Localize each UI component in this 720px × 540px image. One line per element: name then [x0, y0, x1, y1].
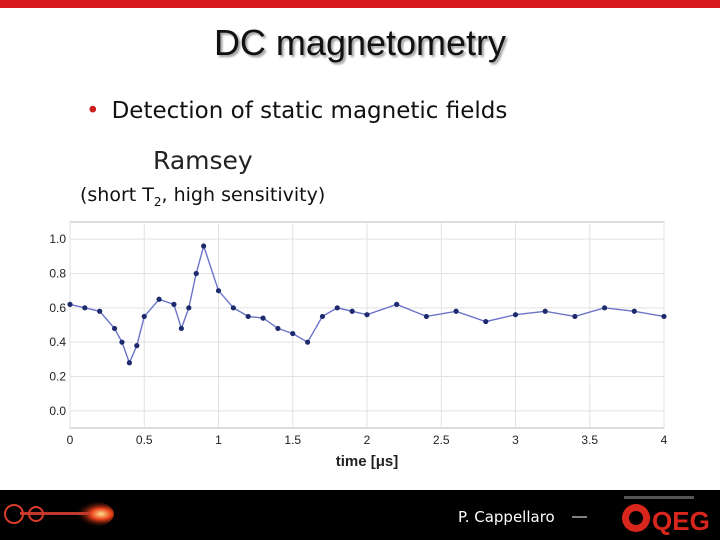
- ramsey-chart: 0 0.5 1 1.5 2 2.5 3 3.5 4 0.0 0.2 0.4 0.6 0.8 1.0 time …: [49, 221, 668, 470]
- data-point: [141, 313, 147, 320]
- data-point: [215, 288, 222, 294]
- laser-logo-icon: [0, 490, 120, 540]
- qeg-logo-icon: QEG: [622, 496, 710, 536]
- data-point: [602, 305, 608, 311]
- data-point: [156, 296, 162, 302]
- data-point: [349, 308, 355, 314]
- y-tick-label: 1.0: [49, 232, 66, 246]
- data-point: [119, 339, 125, 345]
- caption-post: , high sensitivity): [161, 184, 326, 206]
- bullet-text: Detection of static magnetic fields: [111, 98, 508, 124]
- data-point: [290, 330, 296, 337]
- data-point: [67, 301, 73, 307]
- x-tick-label: 1.5: [284, 433, 301, 447]
- data-point: [178, 325, 184, 332]
- data-point: [512, 312, 519, 318]
- x-tick-label: 0: [67, 433, 74, 447]
- x-tick-label: 1: [215, 433, 222, 447]
- y-tick-label: 0.8: [49, 267, 66, 281]
- bullet-dot-icon: •: [86, 98, 100, 124]
- data-point: [275, 325, 281, 332]
- caption-subscript: 2: [153, 194, 162, 209]
- data-point: [111, 325, 118, 332]
- data-point: [193, 270, 199, 277]
- x-tick-label: 3: [512, 433, 519, 447]
- data-point: [364, 312, 370, 318]
- y-tick-label: 0.0: [49, 404, 66, 418]
- data-point: [453, 308, 459, 314]
- slide-title: DC magnetometry: [213, 22, 507, 63]
- x-tick-label: 2.5: [433, 433, 450, 447]
- data-point: [334, 305, 340, 311]
- y-tick-label: 0.2: [49, 370, 66, 384]
- data-point: [661, 313, 667, 320]
- data-point: [423, 313, 429, 320]
- data-point: [631, 308, 637, 314]
- data-point: [245, 313, 251, 320]
- data-point: [394, 301, 400, 307]
- data-point: [82, 305, 88, 311]
- data-point: [186, 305, 192, 311]
- data-point: [305, 339, 311, 345]
- data-point: [171, 301, 177, 307]
- bullet-item: • Detection of static magnetic fields: [86, 98, 507, 124]
- x-tick-label: 2: [364, 433, 371, 447]
- method-label: Ramsey: [153, 146, 253, 175]
- data-point: [319, 313, 326, 320]
- caption: (short T2, high sensitivity): [80, 184, 325, 209]
- footer-bar: [0, 490, 720, 540]
- y-tick-label: 0.4: [49, 335, 66, 349]
- data-point: [126, 360, 132, 366]
- data-point: [483, 318, 489, 325]
- data-point: [97, 308, 103, 314]
- x-tick-label: 4: [661, 433, 668, 447]
- top-accent-bar: [0, 0, 720, 8]
- x-axis-label: time [μs]: [336, 453, 399, 470]
- footer-author: P. Cappellaro: [458, 508, 555, 526]
- data-point: [260, 315, 266, 321]
- data-point: [230, 305, 236, 311]
- data-point: [201, 243, 207, 249]
- data-point: [542, 308, 548, 314]
- x-tick-label: 0.5: [136, 433, 153, 447]
- caption-pre: (short T: [80, 184, 154, 206]
- footer-dash: —: [572, 508, 587, 525]
- qeg-logo-text: QEG: [652, 506, 710, 536]
- y-tick-label: 0.6: [49, 301, 66, 315]
- data-point: [572, 313, 578, 320]
- x-tick-label: 3.5: [581, 433, 598, 447]
- data-point: [134, 343, 140, 349]
